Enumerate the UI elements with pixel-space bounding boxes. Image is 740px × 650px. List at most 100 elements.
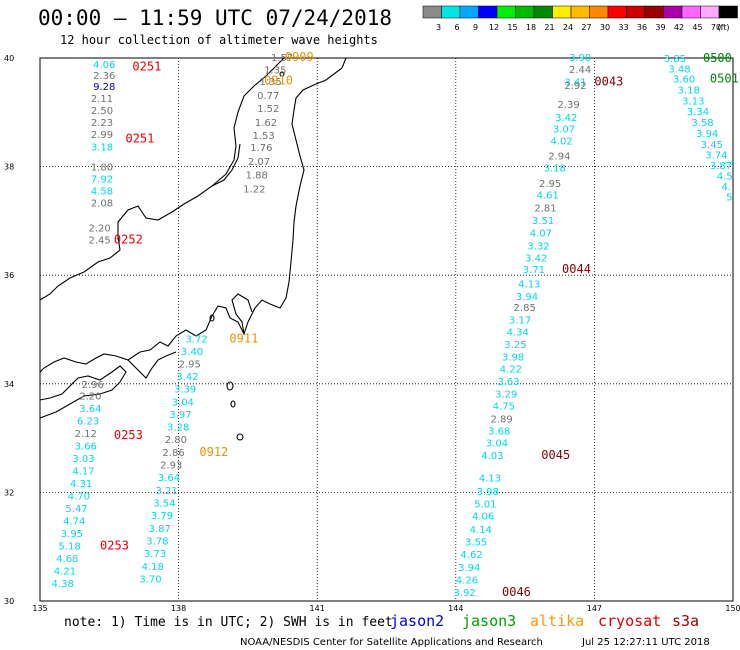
izu-island-2 (230, 400, 236, 408)
swh-value: 4.58 (91, 186, 113, 197)
swh-value: 7.92 (91, 175, 113, 186)
japan-coastline (39, 57, 347, 441)
scale-swatch (552, 5, 572, 19)
scale-swatch (718, 5, 738, 19)
swh-value: 4. (721, 182, 731, 193)
izu-island-3 (236, 433, 244, 441)
swh-value: 2.85 (514, 303, 536, 314)
scale-label: 30 (600, 23, 610, 32)
swh-value: 5.47 (65, 504, 87, 515)
swh-value: 2.45 (89, 235, 111, 246)
swh-value: 3.68 (488, 426, 510, 437)
izu-island-1 (226, 381, 234, 391)
scale-swatch (515, 5, 535, 19)
scale-swatch (496, 5, 516, 19)
swh-value: 4.17 (72, 467, 94, 478)
scale-swatch (663, 5, 683, 19)
swh-value: 3.17 (509, 316, 531, 327)
swh-value: 3.94 (696, 129, 718, 140)
swh-value: 3.51 (532, 216, 554, 227)
swh-value: 2.86 (162, 448, 184, 459)
swh-value: 3.28 (167, 423, 189, 434)
swh-value: 3.85 (664, 54, 686, 65)
lat-tick-label: 32 (4, 488, 14, 497)
scale-label: 36 (637, 23, 647, 32)
swh-value: 3.87 (149, 524, 171, 535)
scale-swatch (589, 5, 609, 19)
scale-label: 39 (655, 23, 665, 32)
swh-value: 2.95 (179, 360, 201, 371)
swh-value: 3.71 (523, 265, 545, 276)
chart-subtitle: 12 hour collection of altimeter wave hei… (60, 33, 378, 47)
pass-time-label: 0909 (285, 50, 314, 64)
swh-value: 4.26 (456, 575, 478, 586)
swh-value: 2.95 (539, 179, 561, 190)
coastal-islet (209, 314, 215, 322)
lon-tick-label: 147 (587, 604, 602, 613)
sea-of-japan-coast-inner (211, 143, 241, 187)
legend-entry-jason2: jason2 (390, 612, 444, 630)
swh-value: 3.55 (465, 537, 487, 548)
scale-label: 21 (544, 23, 554, 32)
scale-label: 15 (507, 23, 517, 32)
lat-tick-label: 36 (4, 271, 14, 280)
swh-value: 4.06 (472, 512, 494, 523)
swh-value: 4.75 (493, 402, 515, 413)
swh-value: 1.80 (91, 163, 113, 174)
lat-tick-label: 30 (4, 597, 14, 606)
scale-label: (ft) (717, 23, 729, 32)
scale-label: 24 (563, 23, 573, 32)
scale-swatch (459, 5, 479, 19)
swh-value: 3.70 (139, 575, 161, 586)
swh-value: 3.72 (186, 335, 208, 346)
swh-value: 4.14 (470, 525, 492, 536)
lat-tick-label: 34 (4, 380, 14, 389)
swh-value: 3.34 (687, 107, 709, 118)
swh-value: 4.21 (54, 567, 76, 578)
swh-value: 6.23 (77, 417, 99, 428)
swh-value: 4.07 (530, 228, 552, 239)
scale-label: 9 (473, 23, 478, 32)
scale-swatch (422, 5, 442, 19)
swh-value: 4.34 (507, 328, 529, 339)
scale-swatch (700, 5, 720, 19)
swh-value: 3.98 (477, 487, 499, 498)
scale-label: 27 (581, 23, 591, 32)
scale-swatch (644, 5, 664, 19)
swh-value: 3.64 (158, 473, 180, 484)
swh-value: 9.28 (93, 82, 115, 93)
swh-value: 2.20 (79, 392, 101, 403)
swh-value: 2.80 (165, 435, 187, 446)
legend-entry-jason3: jason3 (462, 612, 516, 630)
wave-height-color-scale: 3 6 9 12 15 18 21 24 27 30 33 36 39 42 45 70(ft) (422, 5, 738, 32)
swh-value: 1.88 (246, 171, 268, 182)
swh-value: 1.35 (264, 65, 286, 76)
swh-value: 3.60 (673, 75, 695, 86)
swh-value: 4.74 (63, 517, 85, 528)
legend-entry-altika: altika (530, 612, 584, 630)
swh-value: 4.06 (93, 60, 115, 71)
swh-value: 3.92 (453, 588, 475, 599)
pass-time-label: 0251 (125, 131, 154, 145)
swh-value: 1.62 (255, 118, 277, 129)
scale-label: 18 (526, 23, 536, 32)
swh-value: 4.5 (717, 171, 733, 182)
swh-value: 2.93 (160, 461, 182, 472)
swh-value: 3.98 (502, 353, 524, 364)
pass-time-label: 0046 (502, 585, 531, 599)
swh-value: 3.94 (458, 563, 480, 574)
swh-value: 3.42 (176, 372, 198, 383)
swh-value: 1.22 (243, 184, 265, 195)
swh-value: 1.53 (253, 131, 275, 142)
lat-lon-grid: 135 138 141 144 147 150 40 38 36 34 32 30 (4, 54, 740, 613)
chart-title: 00:00 – 11:59 UTC 07/24/2018 (38, 6, 392, 30)
swh-value: 3.39 (174, 385, 196, 396)
swh-value: 3.32 (527, 241, 549, 252)
swh-value: 2.92 (564, 81, 586, 92)
swh-value: 3.18 (91, 143, 113, 154)
swh-value: 0.77 (257, 91, 279, 102)
swh-value: 3.41 (564, 77, 586, 88)
swh-value: 3.48 (668, 64, 690, 75)
swh-value: 3.07 (553, 125, 575, 136)
